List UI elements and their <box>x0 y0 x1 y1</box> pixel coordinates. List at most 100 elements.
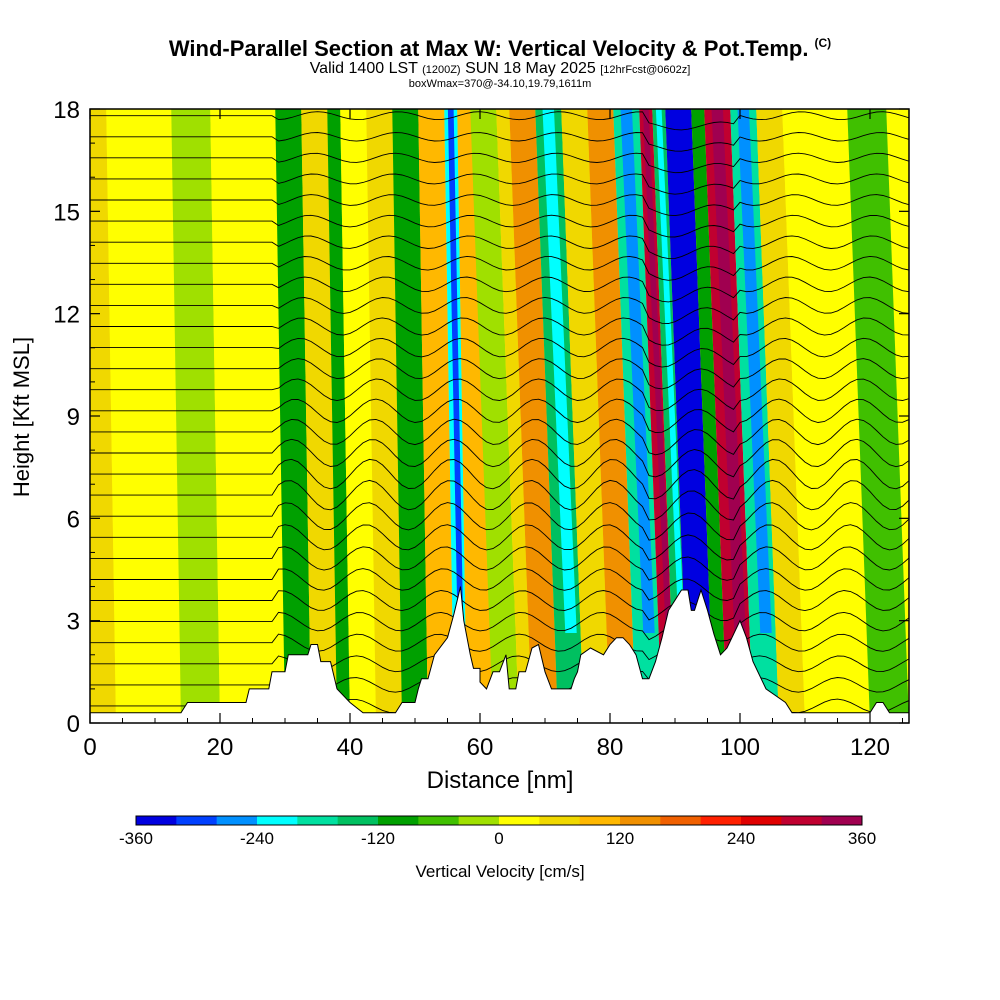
w-band <box>561 109 610 723</box>
colorbar-swatch <box>700 816 742 825</box>
theta-contour <box>90 214 909 238</box>
colorbar-tick-label: 360 <box>848 829 876 848</box>
theta-contour <box>90 317 909 346</box>
theta-contour <box>90 611 909 642</box>
y-tick-label: 12 <box>53 302 80 329</box>
colorbar-swatch <box>257 816 298 825</box>
theta-contour <box>90 337 909 368</box>
colorbar-tick-label: -360 <box>119 829 153 848</box>
w-band <box>847 109 909 723</box>
theta-contour <box>90 91 909 109</box>
colorbar-frame <box>135 815 863 826</box>
theta-contour <box>90 235 909 260</box>
w-band <box>327 109 350 723</box>
theta-contour <box>90 296 909 324</box>
x-tick-label: 100 <box>720 734 760 761</box>
w-band-core <box>672 109 707 633</box>
theta-contour <box>90 276 909 303</box>
y-tick-label: 0 <box>67 711 80 738</box>
plot-area <box>90 91 909 723</box>
w-band <box>470 109 519 723</box>
colorbar-swatch <box>337 816 379 825</box>
w-band <box>171 109 220 723</box>
theta-contour <box>90 655 909 683</box>
colorbar-tick-label: 120 <box>606 829 634 848</box>
colorbar-tick-label: -240 <box>240 829 274 848</box>
terrain <box>90 586 909 723</box>
colorbar-swatch <box>458 816 500 825</box>
w-band-core <box>447 109 464 633</box>
w-band <box>210 109 285 723</box>
colorbar-tick-label: 240 <box>727 829 755 848</box>
x-tick-label: 0 <box>83 734 96 761</box>
w-band-core <box>642 109 672 633</box>
colorbar-swatch <box>741 816 782 825</box>
theta-contour <box>90 111 909 131</box>
x-tick-label: 120 <box>850 734 890 761</box>
w-band <box>691 109 727 723</box>
theta-contour <box>90 194 909 217</box>
theta-contour <box>90 633 909 662</box>
x-tick-label: 20 <box>207 734 234 761</box>
colorbar-swatch <box>136 816 177 825</box>
y-tick-label: 6 <box>67 506 80 533</box>
theta-contour <box>90 590 909 621</box>
chart-info: boxWmax=370@-34.10,19.79,1611m <box>408 78 592 90</box>
colorbar-label: Vertical Velocity [cm/s] <box>415 862 585 881</box>
colorbar-swatch <box>378 816 419 825</box>
y-axis-label: Height [Kft MSL] <box>9 336 34 498</box>
w-band <box>756 109 805 723</box>
theta-contour <box>90 378 909 412</box>
colorbar-swatch <box>539 816 581 825</box>
colorbar-tick-label: 0 <box>494 829 503 848</box>
w-band <box>496 109 532 723</box>
w-band-core <box>737 109 772 633</box>
w-band <box>275 109 311 723</box>
theta-contour <box>90 152 909 174</box>
theta-contour <box>90 546 909 581</box>
colorbar-swatch <box>176 816 218 825</box>
theta-contour <box>90 568 909 601</box>
x-tick-label: 40 <box>337 734 364 761</box>
w-band-core <box>620 109 655 633</box>
colorbar-tick-label: -120 <box>361 829 395 848</box>
w-band <box>106 109 181 723</box>
theta-contour <box>90 458 909 500</box>
w-band <box>90 109 116 723</box>
w-band <box>509 109 558 723</box>
theta-contour <box>90 524 909 561</box>
w-band-core <box>655 109 685 633</box>
theta-contour <box>90 418 909 456</box>
colorbar-swatch <box>216 816 258 825</box>
w-band-core <box>542 109 577 633</box>
colorbar-swatch <box>660 816 702 825</box>
colorbar-swatch <box>821 816 863 825</box>
colorbar-swatch <box>579 816 621 825</box>
theta-contour <box>90 255 909 281</box>
theta-contour <box>90 438 909 478</box>
w-band <box>366 109 402 723</box>
w-band <box>587 109 636 723</box>
theta-contour <box>90 132 909 152</box>
chart-subtitle: Valid 1400 LST (1200Z) SUN 18 May 2025 [… <box>309 60 691 77</box>
colorbar-swatch <box>499 816 540 825</box>
chart-title: Wind-Parallel Section at Max W: Vertical… <box>168 36 832 61</box>
copyright-mark: (C) <box>814 36 832 50</box>
w-band-core <box>711 109 746 633</box>
x-tick-label: 60 <box>467 734 494 761</box>
theta-contour <box>90 502 909 541</box>
theta-contour <box>90 398 909 434</box>
colorbar-swatch <box>418 816 460 825</box>
colorbar-swatch <box>297 816 339 825</box>
x-axis-label: Distance [nm] <box>426 767 574 794</box>
y-tick-label: 9 <box>67 404 80 431</box>
colorbar-swatch <box>620 816 661 825</box>
theta-contour <box>90 173 909 195</box>
colorbar-swatch <box>781 816 823 825</box>
theta-contour <box>90 479 909 521</box>
x-tick-label: 80 <box>597 734 624 761</box>
y-tick-label: 3 <box>67 609 80 636</box>
y-tick-label: 18 <box>53 97 80 124</box>
y-tick-label: 15 <box>53 199 80 226</box>
